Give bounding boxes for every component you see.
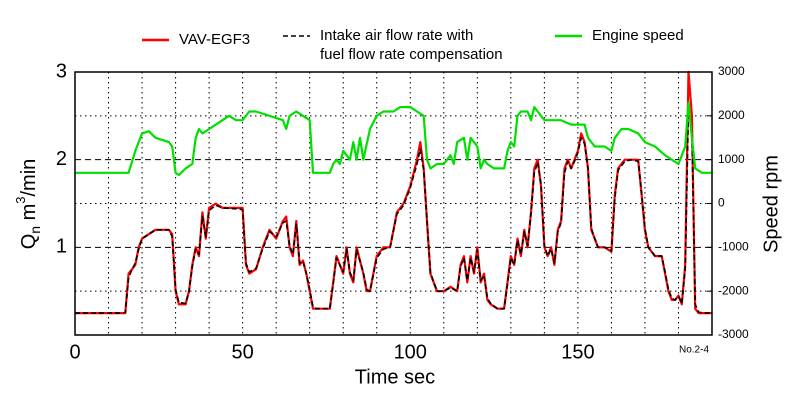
- x-tick-label: 150: [561, 341, 594, 363]
- y2-tick-label: 3000: [718, 64, 745, 78]
- y-label-base: Q: [18, 234, 40, 250]
- x-tick-label: 100: [394, 341, 427, 363]
- legend-line: VAV-EGF3: [179, 31, 250, 48]
- x-tick-label: 0: [69, 341, 80, 363]
- legend-label: Intake air flow rate with fuel flow rate …: [320, 27, 503, 63]
- y2-tick-label: -2000: [718, 283, 749, 297]
- legend-label: VAV-EGF3: [179, 31, 250, 48]
- y2-tick-label: 0: [718, 196, 725, 210]
- x-tick-label: 50: [232, 341, 254, 363]
- annotation: No.2-4: [679, 345, 709, 356]
- y-axis-label: Qn m3/min: [13, 159, 42, 250]
- y-label-unit: m: [18, 204, 40, 226]
- y2-tick-label: 1000: [718, 152, 745, 166]
- y2-axis-label: Speed rpm: [760, 155, 782, 253]
- data-line: [75, 101, 712, 177]
- y-tick-label: 3: [56, 60, 67, 82]
- legend-line: Engine speed: [592, 27, 684, 44]
- y-label-sub: n: [27, 226, 43, 234]
- y2-tick-label: -3000: [718, 327, 749, 341]
- y-label-sup: 3: [13, 196, 28, 203]
- y-label-rest: /min: [18, 159, 40, 197]
- legend-label: Engine speed: [592, 27, 684, 44]
- data-line: [75, 70, 712, 315]
- legend-line: Intake air flow rate with: [320, 27, 473, 44]
- y-tick-label: 2: [56, 148, 67, 170]
- y2-tick-label: 2000: [718, 108, 745, 122]
- data-line: [75, 106, 712, 314]
- legend-line: fuel flow rate compensation: [320, 46, 503, 63]
- y2-tick-label: -1000: [718, 240, 749, 254]
- x-axis-label: Time sec: [355, 366, 435, 388]
- plot-frame: [74, 71, 713, 336]
- y-tick-label: 1: [56, 236, 67, 258]
